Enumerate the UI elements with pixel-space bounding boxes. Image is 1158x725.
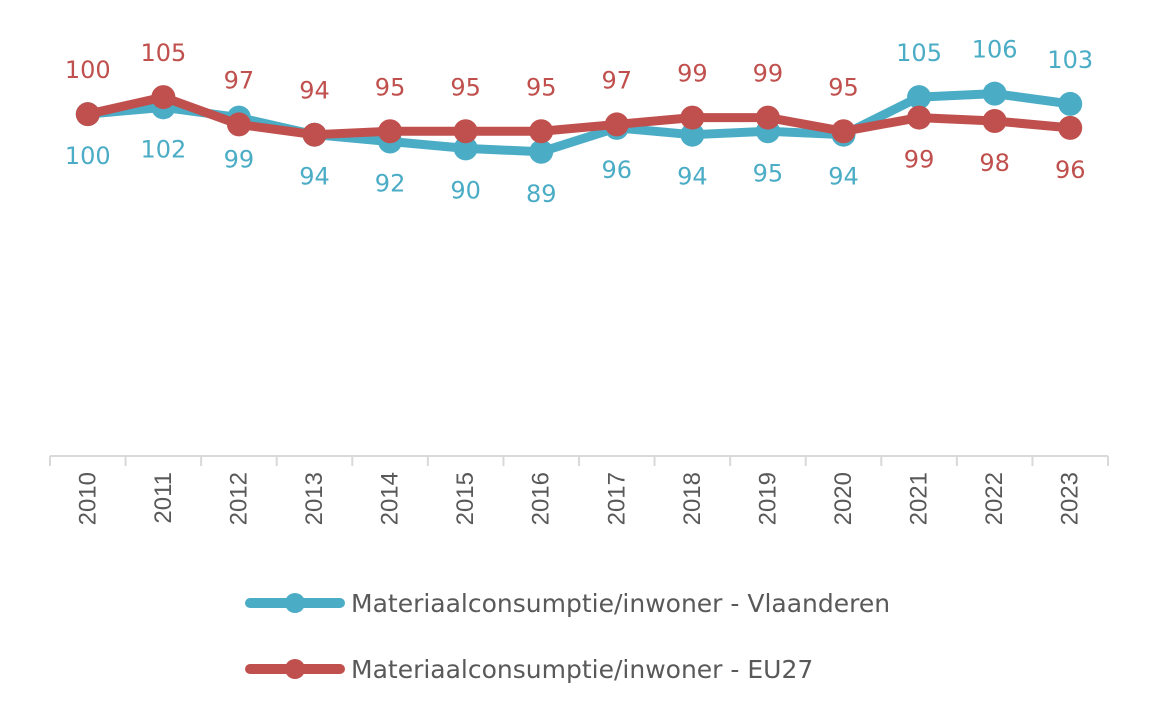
- data-label-eu27-2016: 95: [526, 73, 557, 101]
- data-label-eu27-2010: 100: [65, 56, 111, 84]
- data-label-vlaanderen-2012: 99: [224, 146, 255, 174]
- x-tick-label: 2016: [528, 472, 555, 525]
- data-point-eu27-2023[interactable]: [1058, 115, 1083, 140]
- data-point-eu27-2019[interactable]: [755, 105, 780, 130]
- x-tick-label: 2021: [906, 472, 933, 525]
- legend-swatch-eu27: [245, 659, 345, 679]
- data-point-vlaanderen-2016[interactable]: [529, 139, 554, 164]
- data-label-vlaanderen-2019: 95: [753, 159, 784, 187]
- x-tick-label: 2017: [603, 472, 630, 525]
- data-label-vlaanderen-2022: 106: [972, 36, 1018, 64]
- data-label-vlaanderen-2018: 94: [677, 163, 708, 191]
- x-tick-label: 2020: [830, 472, 857, 525]
- data-point-eu27-2015[interactable]: [453, 119, 478, 144]
- data-point-eu27-2011[interactable]: [151, 85, 176, 110]
- data-point-vlaanderen-2023[interactable]: [1058, 91, 1083, 116]
- data-label-eu27-2012: 97: [224, 66, 255, 94]
- data-label-vlaanderen-2020: 94: [828, 163, 859, 191]
- x-tick-label: 2014: [377, 472, 404, 525]
- data-label-eu27-2020: 95: [828, 73, 859, 101]
- x-tick-label: 2023: [1057, 472, 1084, 525]
- x-tick-label: 2018: [679, 472, 706, 525]
- data-label-vlaanderen-2015: 90: [450, 176, 481, 204]
- data-label-eu27-2014: 95: [375, 73, 406, 101]
- x-tick-label: 2019: [754, 472, 781, 525]
- legend-marker-vlaanderen: [285, 593, 305, 613]
- legend-marker-eu27: [285, 659, 305, 679]
- data-point-eu27-2020[interactable]: [831, 119, 856, 144]
- legend: Materiaalconsumptie/inwoner - Vlaanderen…: [245, 585, 890, 717]
- series-line-vlaanderen: [83, 89, 1075, 157]
- data-label-eu27-2018: 99: [677, 60, 708, 88]
- series-group: [75, 81, 1083, 164]
- data-point-eu27-2017[interactable]: [604, 112, 629, 137]
- data-label-eu27-2011: 105: [140, 39, 186, 67]
- data-point-eu27-2014[interactable]: [378, 119, 403, 144]
- x-tick-label: 2013: [301, 472, 328, 525]
- data-point-eu27-2010[interactable]: [75, 102, 100, 127]
- data-label-vlaanderen-2014: 92: [375, 170, 406, 198]
- data-point-eu27-2022[interactable]: [982, 109, 1007, 134]
- data-point-vlaanderen-2022[interactable]: [982, 81, 1007, 106]
- data-point-eu27-2013[interactable]: [302, 122, 327, 147]
- data-label-vlaanderen-2016: 89: [526, 180, 557, 208]
- data-point-eu27-2018[interactable]: [680, 105, 705, 130]
- data-point-eu27-2016[interactable]: [529, 119, 554, 144]
- legend-item-vlaanderen[interactable]: Materiaalconsumptie/inwoner - Vlaanderen: [245, 585, 890, 621]
- data-point-eu27-2012[interactable]: [226, 112, 251, 137]
- data-label-vlaanderen-2017: 96: [602, 156, 633, 184]
- data-label-eu27-2023: 96: [1055, 156, 1086, 184]
- line-chart: 2010 2011 2012 2013 2014 2015 2016 2017 2018 2019…: [49, 36, 1109, 525]
- data-point-vlaanderen-2021[interactable]: [907, 85, 932, 110]
- data-label-vlaanderen-2021: 105: [896, 39, 942, 67]
- x-tick-label: 2015: [452, 472, 479, 525]
- data-point-vlaanderen-2015[interactable]: [453, 136, 478, 161]
- data-labels: 100 102 99 94 92 90 89 96 94 95 94 105 106 103 100 105 9…: [65, 36, 1093, 208]
- data-label-eu27-2021: 99: [904, 146, 935, 174]
- data-point-eu27-2021[interactable]: [907, 105, 932, 130]
- data-label-eu27-2015: 95: [450, 73, 481, 101]
- series-line-eu27: [83, 92, 1075, 140]
- x-tick-label: 2012: [225, 472, 252, 525]
- data-label-eu27-2017: 97: [602, 66, 633, 94]
- x-axis: 2010 2011 2012 2013 2014 2015 2016 2017 2018 2019…: [49, 455, 1109, 525]
- data-label-vlaanderen-2010: 100: [65, 142, 111, 170]
- x-tick-label: 2010: [74, 472, 101, 525]
- data-point-vlaanderen-2018[interactable]: [680, 122, 705, 147]
- data-label-eu27-2022: 98: [979, 149, 1010, 177]
- legend-label-eu27: Materiaalconsumptie/inwoner - EU27: [351, 654, 814, 684]
- data-label-vlaanderen-2011: 102: [140, 135, 186, 163]
- x-tick-label: 2022: [981, 472, 1008, 525]
- x-tick-label: 2011: [150, 472, 177, 524]
- data-label-eu27-2019: 99: [753, 60, 784, 88]
- data-label-vlaanderen-2013: 94: [299, 163, 330, 191]
- legend-swatch-vlaanderen: [245, 593, 345, 613]
- data-label-vlaanderen-2023: 103: [1047, 46, 1093, 74]
- legend-label-vlaanderen: Materiaalconsumptie/inwoner - Vlaanderen: [351, 588, 891, 618]
- data-label-eu27-2013: 94: [299, 77, 330, 105]
- legend-item-eu27[interactable]: Materiaalconsumptie/inwoner - EU27: [245, 651, 890, 687]
